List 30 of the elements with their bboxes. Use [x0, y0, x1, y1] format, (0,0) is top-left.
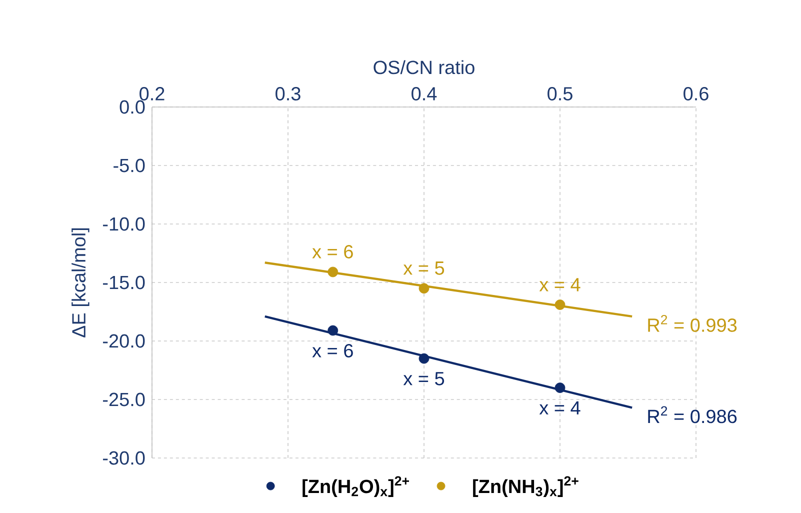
annotation: x = 6: [312, 244, 353, 258]
point: [418, 353, 430, 364]
y-tick-label: -10.0: [103, 217, 145, 231]
annotation: x = 5: [403, 372, 444, 386]
legend-label: [Zn(H$_{2}$O)$_{x}$]$^{2+}$: [302, 476, 409, 497]
x-axis-title: OS/CN ratio: [374, 60, 474, 74]
y-tick-label: -5.0: [114, 158, 145, 172]
annotation: x = 6: [312, 344, 353, 358]
y-tick-label: -20.0: [103, 334, 145, 348]
point: [418, 283, 430, 294]
y-tick-label: -15.0: [103, 276, 145, 290]
x-tick-label: 0.5: [548, 87, 572, 100]
point: [554, 382, 566, 393]
annotation: x = 5: [403, 262, 444, 275]
annotation: x = 4: [539, 401, 580, 414]
x-tick-label: 0.3: [276, 87, 300, 100]
x-tick-label: 0.2: [140, 87, 164, 100]
annotation: x = 4: [539, 278, 580, 292]
point: [328, 266, 338, 278]
x-tick-label: 0.4: [412, 87, 437, 100]
y-tick-label: -25.0: [103, 392, 145, 406]
series-label: R$^{2}$ = 0.986: [648, 406, 737, 424]
point: [554, 300, 566, 310]
y-axis-title: ΔE [kcal/mol]: [72, 228, 90, 338]
x-tick-label: 0.6: [684, 87, 708, 100]
point: [328, 325, 338, 336]
legend-label: [Zn(NH$_{3}$)$_{x}$]$^{2+}$: [473, 476, 578, 497]
series-label: R$^{2}$ = 0.993: [648, 314, 737, 332]
y-tick-label: -30.0: [103, 451, 145, 465]
y-tick-label: 0.0: [120, 100, 145, 114]
